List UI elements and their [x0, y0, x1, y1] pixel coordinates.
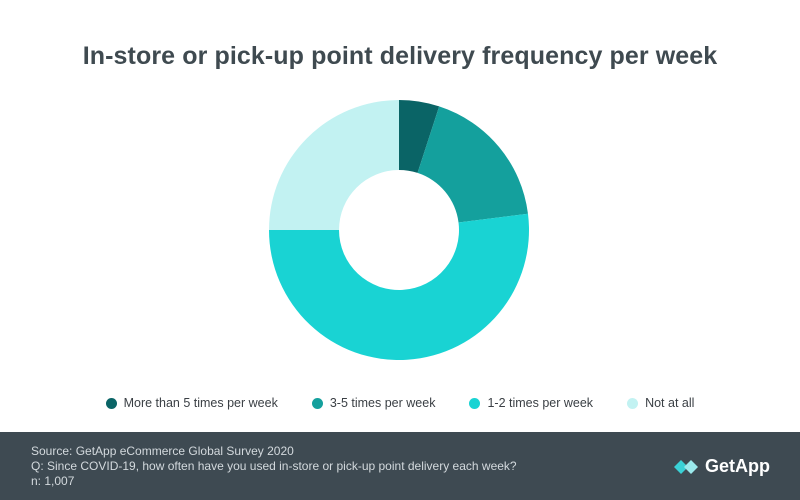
legend-swatch — [627, 397, 639, 409]
legend-label: 1-2 times per week — [487, 396, 594, 410]
legend-swatch — [311, 397, 323, 409]
donut-slice-not-at-all — [269, 100, 399, 230]
legend-label: More than 5 times per week — [123, 396, 278, 410]
footer-text: Source: GetApp eCommerce Global Survey 2… — [31, 444, 517, 489]
legend-label: Not at all — [645, 396, 695, 410]
getapp-logo-icon — [674, 459, 698, 474]
chart-legend: More than 5 times per week 3-5 times per… — [0, 396, 800, 410]
legend-item-3-5: 3-5 times per week — [311, 396, 436, 410]
donut-slice-3-5-times-per-week — [417, 106, 528, 223]
legend-item-1-2: 1-2 times per week — [469, 396, 593, 410]
footer: Source: GetApp eCommerce Global Survey 2… — [0, 432, 800, 500]
legend-swatch — [105, 397, 117, 409]
sample-size: n: 1,007 — [31, 474, 75, 488]
chart-title: In-store or pick-up point delivery frequ… — [82, 42, 718, 70]
donut-slice-1-2-times-per-week — [269, 213, 529, 360]
logo-text: GetApp — [705, 456, 770, 476]
donut-slice-more-than-5-times-per-week — [399, 100, 440, 173]
question-note: Q: Since COVID-19, how often have you us… — [31, 459, 517, 473]
legend-item-not-at-all: Not at all — [627, 396, 694, 410]
legend-label: 3-5 times per week — [329, 396, 436, 410]
legend-swatch — [469, 397, 481, 409]
donut-slices — [269, 100, 529, 360]
donut-chart — [269, 100, 529, 360]
source-note: Source: GetApp eCommerce Global Survey 2… — [31, 444, 294, 458]
legend-item-more-than-5: More than 5 times per week — [105, 396, 278, 410]
getapp-logo[interactable]: GetApp — [673, 456, 770, 477]
